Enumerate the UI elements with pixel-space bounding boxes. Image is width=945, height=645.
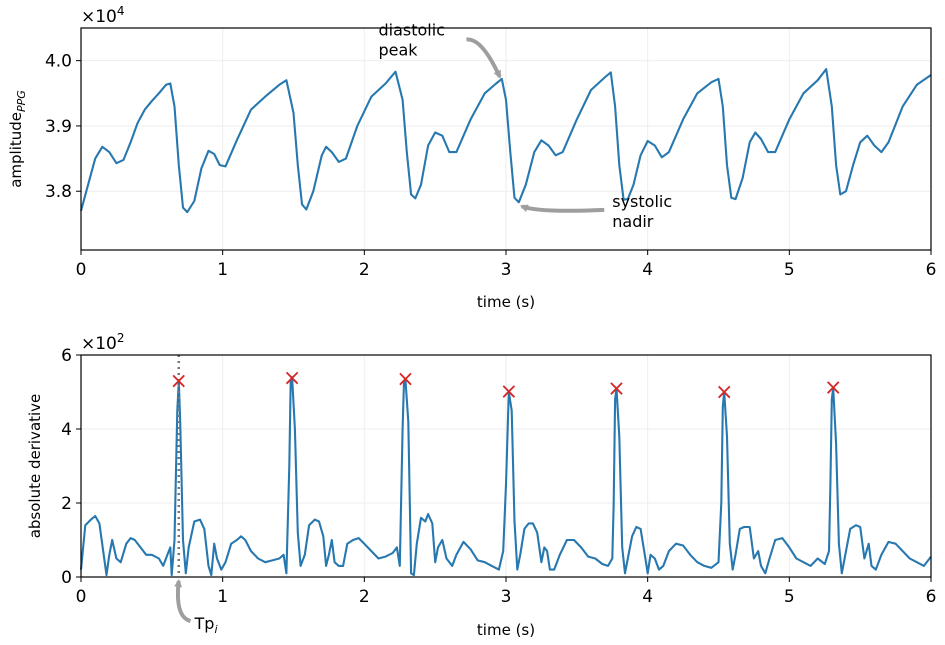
derivative-x-tick-label: 5 — [784, 587, 795, 607]
tp-i-label: Tpi — [194, 614, 218, 636]
ppg-sci-multiplier: ×104 — [81, 4, 125, 27]
ppg-y-axis-label: amplitudePPG — [7, 90, 28, 188]
derivative-y-tick-label: 2 — [61, 494, 72, 514]
derivative-x-tick-label: 4 — [642, 587, 653, 607]
diastolic-peak-label: diastolic peak — [379, 21, 446, 60]
derivative-annotations: Tpi — [174, 579, 218, 636]
derivative-x-tick-label: 0 — [76, 587, 87, 607]
derivative-sci-multiplier: ×102 — [81, 331, 125, 354]
derivative-x-tick-label: 6 — [926, 587, 937, 607]
ppg-x-tick-label: 1 — [217, 260, 228, 280]
ppg-x-tick-label: 5 — [784, 260, 795, 280]
ppg-x-tick-label: 2 — [359, 260, 370, 280]
peak-marker: × — [500, 379, 518, 404]
derivative-x-ticks: 0 1 2 3 4 5 6 — [76, 577, 937, 607]
ppg-y-tick-label: 4.0 — [45, 52, 72, 72]
peak-marker: × — [170, 369, 188, 394]
derivative-chart: × × × × × × × 0 1 2 3 4 5 6 0 2 4 6 ×102 time (s) absol… — [26, 331, 936, 639]
derivative-line — [79, 376, 932, 577]
ppg-x-ticks: 0 1 2 3 4 5 6 — [76, 250, 937, 280]
derivative-peak-markers: × × × × × × × — [170, 366, 843, 405]
peak-marker: × — [607, 376, 625, 401]
derivative-x-axis-label: time (s) — [477, 621, 535, 639]
derivative-x-tick-label: 3 — [501, 587, 512, 607]
systolic-nadir-label: systolic nadir — [612, 192, 672, 231]
derivative-series — [79, 355, 932, 577]
ppg-y-tick-label: 3.9 — [45, 117, 72, 137]
derivative-y-axis-label: absolute derivative — [26, 394, 44, 539]
ppg-series — [79, 68, 932, 214]
systolic-nadir-arrow — [519, 204, 605, 213]
tp-arrow — [174, 579, 192, 623]
derivative-y-tick-label: 4 — [61, 420, 72, 440]
derivative-x-tick-label: 2 — [359, 587, 370, 607]
derivative-x-tick-label: 1 — [217, 587, 228, 607]
ppg-x-axis-label: time (s) — [477, 293, 535, 311]
ppg-line — [79, 68, 932, 214]
ppg-y-tick-label: 3.8 — [45, 182, 72, 202]
ppg-x-tick-label: 6 — [926, 260, 937, 280]
ppg-grid — [80, 28, 932, 250]
ppg-x-tick-label: 4 — [642, 260, 653, 280]
peak-marker: × — [715, 380, 733, 405]
ppg-annotations: diastolic peak systolic nadir — [379, 21, 673, 231]
peak-marker: × — [283, 366, 301, 391]
derivative-y-ticks: 0 2 4 6 — [61, 346, 81, 588]
derivative-y-tick-label: 6 — [61, 346, 72, 366]
peak-marker: × — [396, 367, 414, 392]
ppg-x-tick-label: 3 — [501, 260, 512, 280]
ppg-y-ticks: 3.8 3.9 4.0 — [45, 52, 81, 202]
ppg-x-tick-label: 0 — [76, 260, 87, 280]
diastolic-peak-arrow — [466, 37, 502, 79]
derivative-y-tick-label: 0 — [61, 568, 72, 588]
ppg-chart: 0 1 2 3 4 5 6 3.8 3.9 4.0 ×104 time (s) amplitud… — [7, 4, 936, 311]
peak-marker: × — [824, 376, 842, 401]
